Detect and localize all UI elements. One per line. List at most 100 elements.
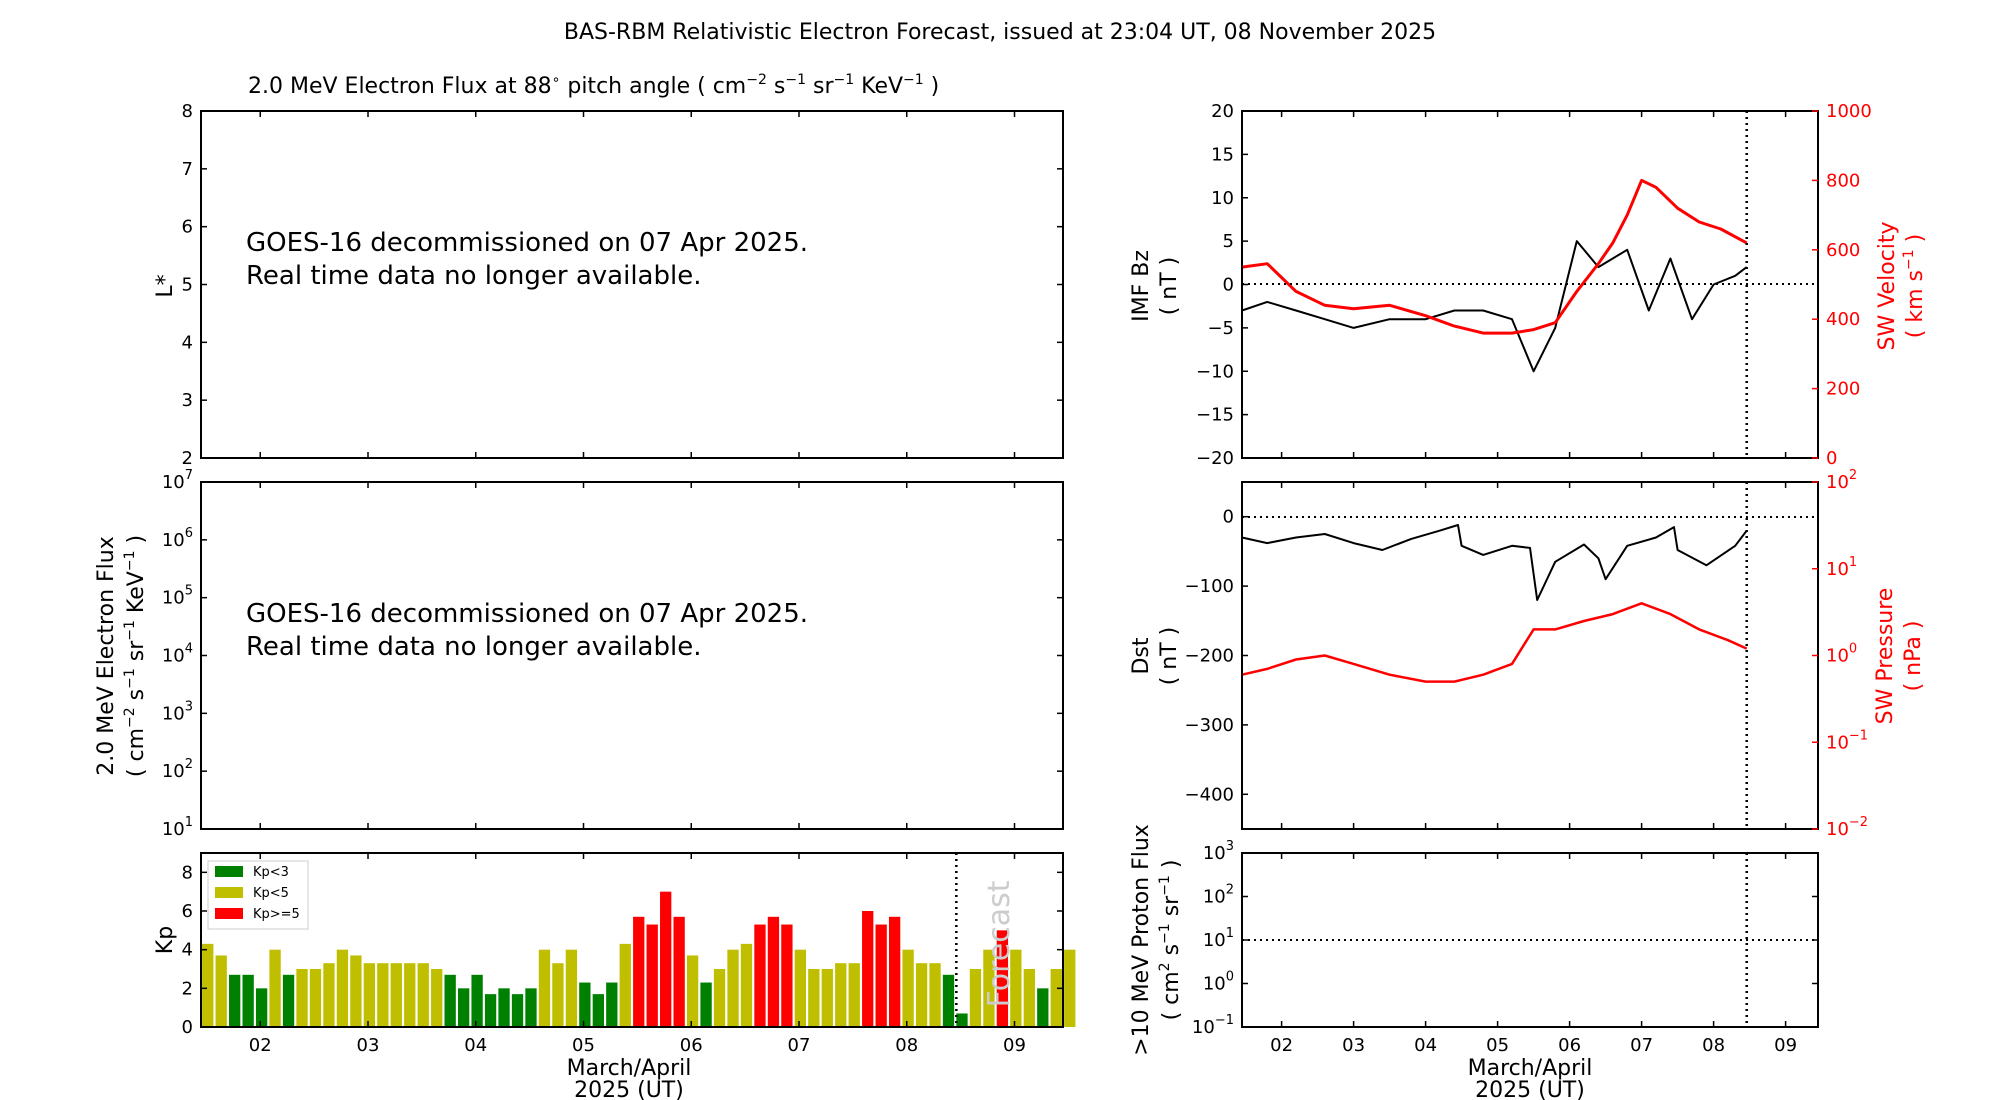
x-tick-label: 07 xyxy=(1630,1035,1653,1056)
svg-text:SW Pressure: SW Pressure xyxy=(1873,588,1898,725)
sw-pressure-line xyxy=(1241,602,1748,683)
sw-velocity-line xyxy=(1241,178,1748,335)
kp-bar xyxy=(619,943,631,1027)
imf-series xyxy=(1241,178,1748,373)
kp-bar xyxy=(242,974,254,1027)
kp-bar xyxy=(525,988,537,1027)
y-tick-label: −100 xyxy=(1185,576,1234,597)
kp-bar xyxy=(969,969,982,1027)
kp-bar xyxy=(956,1013,968,1027)
y-tick-label: −300 xyxy=(1185,715,1234,736)
kp-bar xyxy=(350,955,362,1027)
y-tick-label: 1000 xyxy=(1826,101,1872,122)
x-tick-label: 05 xyxy=(1486,1035,1509,1056)
y-tick-label: −20 xyxy=(1196,448,1234,469)
kp-bar xyxy=(794,949,807,1027)
sw-pressure-y-axis: 10−2 10−1 100 101 102 xyxy=(1812,468,1868,840)
electron-flux-notice-line2: Real time data no longer available. xyxy=(246,632,701,662)
kp-bar xyxy=(215,955,227,1027)
y-tick-label: 15 xyxy=(1211,144,1234,165)
kp-bar xyxy=(323,963,335,1027)
y-tick-label: 102 xyxy=(1203,883,1234,908)
proton-y-axis: 10−1 100 101 102 103 xyxy=(1192,839,1818,1038)
svg-text:( nPa ): ( nPa ) xyxy=(1901,621,1926,692)
dst-series xyxy=(1241,524,1748,683)
lstar-notice-line2: Real time data no longer available. xyxy=(246,261,701,291)
svg-text:( nT ): ( nT ) xyxy=(1157,627,1182,686)
kp-bar xyxy=(660,891,672,1027)
y-tick-label: 106 xyxy=(162,526,193,551)
svg-text:2.0 MeV Electron Flux: 2.0 MeV Electron Flux xyxy=(94,536,119,776)
kp-bar xyxy=(269,949,281,1027)
lstar-y-axis: 2 3 4 5 6 7 8 xyxy=(182,101,1063,469)
kp-bar xyxy=(457,988,470,1027)
y-tick-label: 8 xyxy=(182,101,193,122)
y-tick-label: 107 xyxy=(162,468,193,493)
y-tick-label: 103 xyxy=(1203,839,1234,864)
svg-text:>10 MeV Proton Flux: >10 MeV Proton Flux xyxy=(1129,824,1154,1056)
kp-bar xyxy=(1050,969,1062,1027)
kp-bar xyxy=(390,963,402,1027)
svg-text:( km s−1 ): ( km s−1 ) xyxy=(1901,234,1928,338)
kp-bar xyxy=(875,924,887,1027)
kp-bar xyxy=(309,969,322,1027)
sw-velocity-ylabel: SW Velocity ( km s−1 ) xyxy=(1875,221,1928,350)
y-tick-label: 5 xyxy=(1223,231,1234,252)
dst-y-axis: −400 −300 −200 −100 0 xyxy=(1185,507,1248,805)
y-tick-label: 10 xyxy=(1211,188,1234,209)
y-tick-label: 101 xyxy=(1826,555,1857,580)
kp-bar xyxy=(282,974,295,1027)
sw-velocity-y-axis: 0 200 400 600 800 1000 xyxy=(1812,101,1872,469)
y-tick-label: 104 xyxy=(162,642,193,667)
electron-flux-x-ticks xyxy=(259,482,1016,829)
x-tick-label: 03 xyxy=(1342,1035,1365,1056)
left-xlabel-line2: 2025 (UT) xyxy=(574,1078,684,1100)
kp-bar xyxy=(431,969,443,1027)
dst-panel: −400 −300 −200 −100 0 10−2 10−1 100 101 102 Dst … xyxy=(1129,468,1926,840)
svg-text:Dst: Dst xyxy=(1129,637,1154,674)
y-tick-label: 105 xyxy=(162,584,193,609)
kp-bar xyxy=(498,988,510,1027)
kp-bar xyxy=(1010,949,1022,1027)
x-tick-label: 06 xyxy=(680,1035,703,1056)
y-tick-label: 4 xyxy=(182,940,193,961)
y-tick-label: 0 xyxy=(1223,507,1234,528)
y-tick-label: 0 xyxy=(1826,448,1837,469)
y-tick-label: 101 xyxy=(1203,926,1234,951)
y-tick-label: 10−1 xyxy=(1192,1013,1234,1038)
kp-bar xyxy=(902,949,914,1027)
kp-bar xyxy=(686,955,699,1027)
kp-bar xyxy=(915,963,928,1027)
kp-bar xyxy=(444,974,456,1027)
imf-panel: −20 −15 −10 −5 0 5 10 15 20 0 200 400 600 800 1000 IM… xyxy=(1129,101,1928,469)
kp-bar xyxy=(929,963,941,1027)
kp-bar xyxy=(767,916,780,1027)
y-tick-label: 400 xyxy=(1826,309,1860,330)
kp-bar xyxy=(754,924,766,1027)
proton-x-axis: 02 03 04 05 06 07 08 09 xyxy=(1270,853,1797,1056)
lstar-notice-line1: GOES-16 decommissioned on 07 Apr 2025. xyxy=(246,228,808,258)
kp-bar xyxy=(983,949,995,1027)
kp-bar xyxy=(700,982,712,1027)
svg-text:( cm2 s−1 sr−1 ): ( cm2 s−1 sr−1 ) xyxy=(1157,860,1184,1021)
kp-bar xyxy=(713,969,726,1027)
kp-legend: Kp<3 Kp<5 Kp>=5 xyxy=(207,860,309,930)
kp-bar xyxy=(255,988,268,1027)
y-tick-label: 0 xyxy=(1223,275,1234,296)
kp-legend-label-mid: Kp<5 xyxy=(253,886,289,901)
kp-x-axis: 02 03 04 05 06 07 08 09 xyxy=(249,853,1026,1056)
kp-bar xyxy=(888,916,901,1027)
x-tick-label: 02 xyxy=(249,1035,272,1056)
kp-bar xyxy=(1023,969,1035,1027)
y-tick-label: −10 xyxy=(1196,361,1234,382)
y-tick-label: 2 xyxy=(182,448,193,469)
electron-flux-ylabel: 2.0 MeV Electron Flux ( cm−2 s−1 sr−1 Ke… xyxy=(94,535,149,777)
dst-ylabel: Dst ( nT ) xyxy=(1129,627,1182,686)
kp-bar xyxy=(336,949,349,1027)
x-tick-label: 04 xyxy=(464,1035,487,1056)
lstar-panel: 2.0 MeV Electron Flux at 88∘ pitch angle… xyxy=(153,72,1064,469)
y-tick-label: 20 xyxy=(1211,101,1234,122)
kp-bar xyxy=(606,982,618,1027)
x-tick-label: 09 xyxy=(1774,1035,1797,1056)
